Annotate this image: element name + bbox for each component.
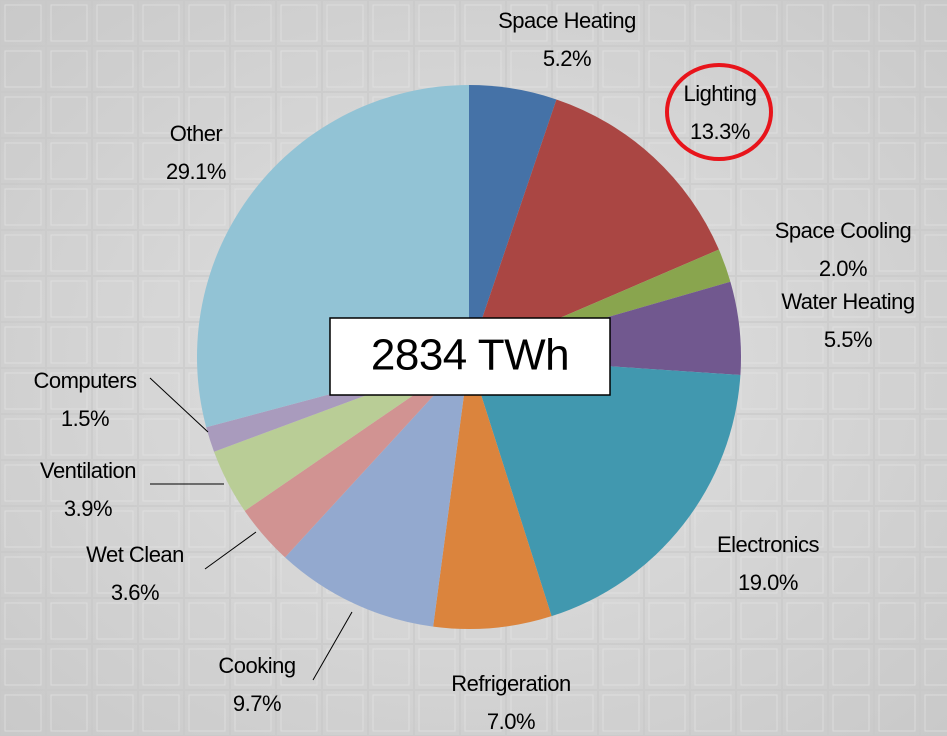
value-label: 9.7% (233, 691, 281, 716)
pie-slice (285, 357, 469, 627)
value-label: 7.0% (487, 709, 535, 734)
pie-slice (469, 357, 741, 617)
value-label: 3.9% (64, 496, 112, 521)
category-label: Electronics (717, 532, 820, 557)
value-label: 2.0% (819, 256, 867, 281)
highlight-circle (665, 63, 773, 161)
value-label: 13.3% (690, 119, 750, 144)
value-label: 3.6% (111, 580, 159, 605)
value-label: 5.5% (824, 327, 872, 352)
value-label: 29.1% (166, 159, 226, 184)
center-annotation: 2834 TWh (371, 331, 569, 380)
leader-line (149, 377, 209, 433)
category-label: Lighting (683, 81, 756, 106)
category-label: Space Heating (498, 8, 636, 33)
category-label: Wet Clean (86, 542, 184, 567)
value-label: 5.2% (543, 46, 591, 71)
category-label: Water Heating (781, 289, 914, 314)
pie-slice (469, 85, 557, 357)
category-label: Ventilation (40, 458, 136, 483)
category-label: Computers (33, 368, 137, 393)
pie-slice (469, 99, 719, 357)
value-label: 1.5% (61, 406, 109, 431)
category-label: Space Cooling (775, 218, 912, 243)
pie-slice (244, 357, 469, 558)
center-box (329, 317, 611, 396)
leader-line (204, 531, 257, 570)
value-label: 19.0% (738, 570, 798, 595)
pie-slice (433, 357, 552, 629)
leader-line (312, 611, 353, 681)
category-label: Refrigeration (451, 671, 570, 696)
category-label: Other (170, 121, 223, 146)
category-label: Cooking (218, 653, 295, 678)
